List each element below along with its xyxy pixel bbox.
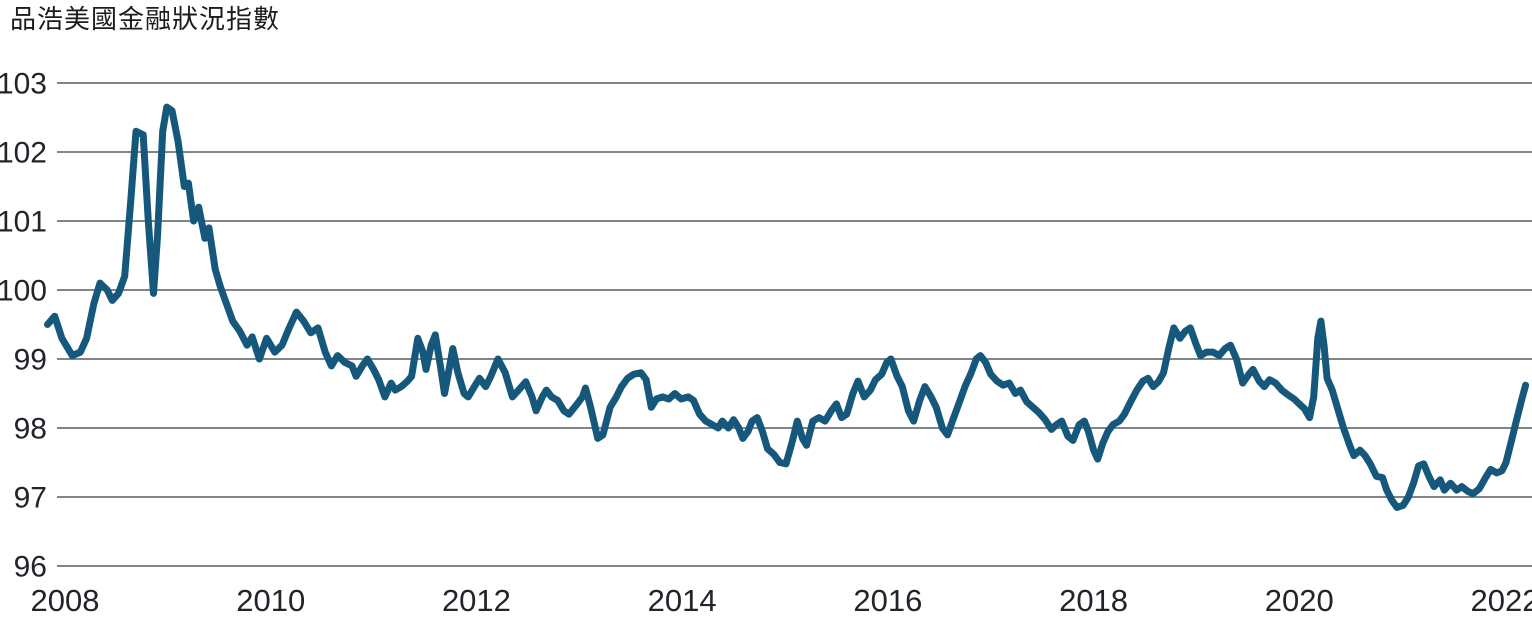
index-line [44,103,1530,511]
x-axis-tick-label: 2016 [853,583,922,618]
x-axis-tick-label: 2020 [1265,583,1334,618]
y-axis-tick-label: 103 [0,68,47,101]
y-axis-tick-label: 99 [14,344,47,377]
x-axis-tick-label: 2018 [1059,583,1128,618]
x-axis-tick-label: 2022 [1471,583,1532,618]
x-axis-tick-label: 2012 [442,583,511,618]
x-axis-tick-label: 2014 [648,583,717,618]
y-axis-tick-label: 100 [0,275,47,308]
y-axis-tick-label: 97 [14,482,47,515]
chart-title: 品浩美國金融狀況指數 [10,4,281,34]
y-axis-tick-label: 101 [0,206,47,239]
x-axis-tick-label: 2008 [31,583,100,618]
y-axis-tick-label: 102 [0,137,47,170]
x-axis-tick-label: 2010 [236,583,305,618]
y-axis-tick-label: 98 [14,413,47,446]
y-axis-tick-label: 96 [14,551,47,584]
